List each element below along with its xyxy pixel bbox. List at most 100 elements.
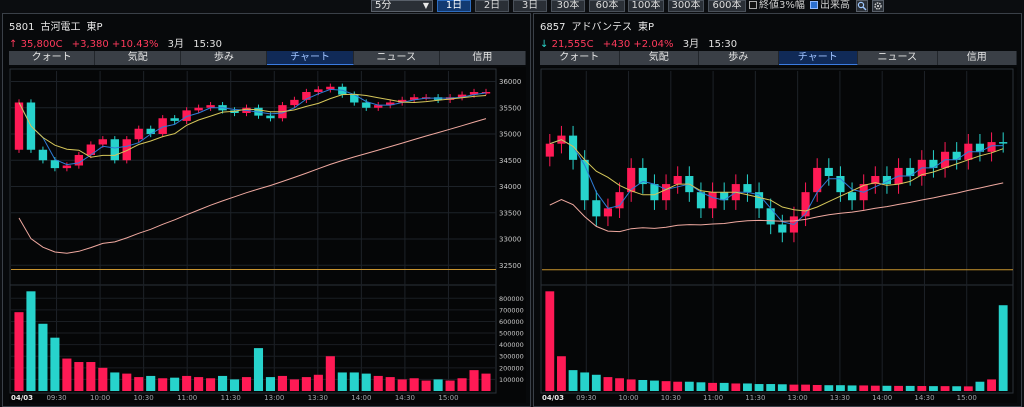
period-button[interactable]: 300本 bbox=[668, 0, 704, 12]
volume-bar bbox=[277, 375, 287, 391]
tab-chart[interactable]: チャート bbox=[778, 51, 858, 65]
interval-value: 5分 bbox=[375, 0, 392, 11]
limit-checkbox[interactable]: 終値3%幅 bbox=[749, 0, 805, 12]
candle-body bbox=[350, 94, 359, 103]
x-tick-label: 15:00 bbox=[957, 394, 977, 402]
volume-bar bbox=[789, 384, 799, 391]
volume-bar bbox=[696, 382, 706, 391]
x-tick-label: 14:30 bbox=[914, 394, 934, 402]
volume-bar bbox=[409, 378, 419, 391]
volume-bar bbox=[241, 377, 252, 391]
tab-board[interactable]: 気配 bbox=[95, 51, 182, 65]
candle-body bbox=[86, 144, 96, 155]
period-button[interactable]: 30本 bbox=[551, 0, 585, 12]
volume-bar bbox=[50, 337, 60, 391]
candlestick-chart[interactable]: 09:30 10:00 10:30 11:00 11:30 13:00 13:30 14:00… bbox=[9, 67, 526, 403]
volume-checkbox[interactable]: 出来高 bbox=[810, 0, 850, 12]
volume-bar bbox=[929, 386, 938, 391]
stock-panel-5801: 5801 古河電工 東P ↑ 35,800C +3,380 +10.43% 3月 1… bbox=[2, 13, 531, 407]
x-tick-label: 10:00 bbox=[618, 394, 638, 402]
panel-tabs: クォート 気配 歩み チャート ニュース 信用 bbox=[540, 51, 1017, 65]
tab-news[interactable]: ニュース bbox=[858, 51, 938, 65]
mid-moving-average-line bbox=[549, 139, 1004, 212]
candle-body bbox=[813, 167, 822, 193]
interval-select[interactable]: 5分 ▼ bbox=[371, 0, 433, 12]
candle-body bbox=[638, 167, 647, 185]
stock-name: 古河電工 bbox=[40, 22, 81, 33]
candle-body bbox=[98, 139, 108, 145]
gear-icon[interactable] bbox=[872, 0, 884, 12]
volume-bar bbox=[433, 379, 443, 391]
tab-ticks[interactable]: 歩み bbox=[181, 51, 268, 65]
candle-body bbox=[673, 176, 682, 185]
volume-bar bbox=[882, 385, 892, 391]
x-tick-label: 14:30 bbox=[395, 394, 415, 402]
candle-body bbox=[580, 159, 589, 201]
volume-tick-label: 100000 bbox=[499, 376, 524, 384]
candle-body bbox=[661, 184, 671, 201]
candle-body bbox=[592, 200, 601, 217]
volume-bar bbox=[545, 291, 555, 391]
candle-body bbox=[62, 165, 72, 169]
candle-body bbox=[696, 192, 706, 209]
volume-bar bbox=[708, 382, 717, 391]
last-price: 21,555C bbox=[551, 39, 594, 50]
tab-news[interactable]: ニュース bbox=[353, 51, 440, 65]
volume-tick-label: 600000 bbox=[499, 318, 524, 326]
candle-body bbox=[882, 176, 892, 185]
tab-chart[interactable]: チャート bbox=[267, 51, 354, 65]
chart-toolbar: 5分 ▼ 1日 2日 3日 30本 60本 100本 300本 600本 終値3%幅 出来高 bbox=[0, 0, 1024, 13]
tab-margin[interactable]: 信用 bbox=[937, 51, 1017, 65]
period-button[interactable]: 600本 bbox=[708, 0, 746, 12]
quote-time: 15:30 bbox=[708, 39, 738, 50]
quote-month: 3月 bbox=[682, 39, 700, 50]
period-button[interactable]: 60本 bbox=[589, 0, 625, 12]
candle-body bbox=[170, 118, 179, 121]
volume-bar bbox=[337, 372, 347, 391]
candlestick-chart[interactable]: 09:30 10:00 10:30 11:00 11:30 13:00 13:30 14:00… bbox=[540, 67, 1017, 403]
volume-tick-label: 300000 bbox=[499, 353, 524, 361]
zoom-icon[interactable] bbox=[856, 0, 868, 12]
volume-bar bbox=[963, 386, 973, 391]
period-button[interactable]: 2日 bbox=[475, 0, 509, 12]
stock-panel-6857: 6857 アドバンテス 東P ↓ 21,555C +430 +2.04% 3月 15… bbox=[533, 13, 1022, 407]
volume-bar bbox=[777, 384, 787, 391]
stock-code: 6857 bbox=[540, 22, 566, 33]
candle-body bbox=[290, 99, 299, 106]
candle-body bbox=[603, 208, 613, 217]
period-button[interactable]: 1日 bbox=[437, 0, 471, 12]
volume-bar bbox=[719, 382, 729, 391]
candle-body bbox=[766, 208, 775, 225]
volume-bar bbox=[110, 372, 120, 391]
volume-tick-label: 400000 bbox=[499, 341, 524, 349]
volume-bar bbox=[859, 385, 869, 391]
period-button[interactable]: 100本 bbox=[628, 0, 664, 12]
candle-body bbox=[952, 151, 961, 160]
candle-body bbox=[302, 92, 311, 100]
x-tick-label: 13:00 bbox=[264, 394, 284, 402]
tab-margin[interactable]: 信用 bbox=[439, 51, 526, 65]
period-button[interactable]: 3日 bbox=[513, 0, 547, 12]
volume-bar bbox=[349, 372, 359, 391]
candle-body bbox=[122, 139, 131, 161]
candle-body bbox=[158, 118, 167, 134]
candle-body bbox=[906, 167, 915, 176]
volume-bar bbox=[743, 383, 752, 391]
y-tick-label: 34000 bbox=[499, 183, 521, 191]
candle-body bbox=[568, 135, 578, 160]
tab-quote[interactable]: クォート bbox=[540, 51, 620, 65]
volume-bar bbox=[801, 384, 810, 391]
last-price: 35,800C bbox=[20, 39, 63, 50]
panel-tabs: クォート 気配 歩み チャート ニュース 信用 bbox=[9, 51, 526, 65]
candle-body bbox=[929, 159, 938, 168]
candle-body bbox=[457, 94, 467, 98]
candle-body bbox=[975, 143, 985, 152]
short-moving-average-line bbox=[549, 139, 1004, 226]
y-tick-label: 36000 bbox=[499, 78, 521, 86]
tab-quote[interactable]: クォート bbox=[9, 51, 96, 65]
tab-ticks[interactable]: 歩み bbox=[699, 51, 779, 65]
candle-body bbox=[836, 176, 845, 193]
chevron-down-icon: ▼ bbox=[422, 1, 429, 10]
tab-board[interactable]: 気配 bbox=[619, 51, 699, 65]
candle-body bbox=[650, 184, 659, 201]
